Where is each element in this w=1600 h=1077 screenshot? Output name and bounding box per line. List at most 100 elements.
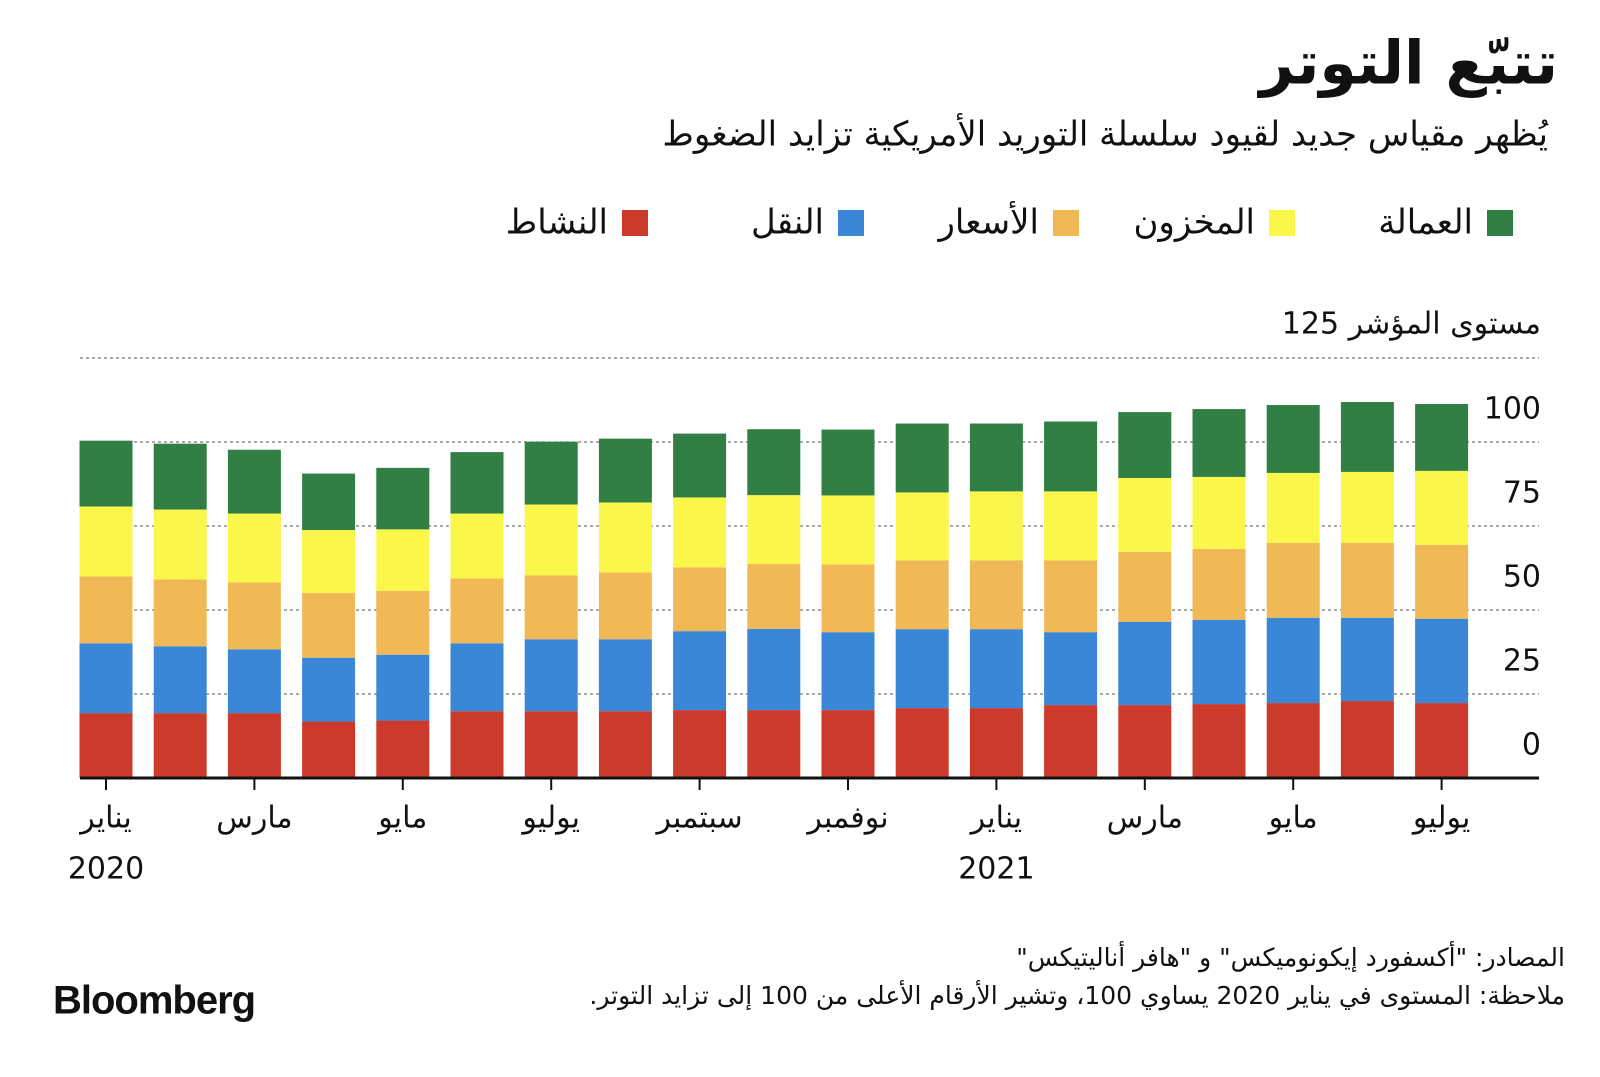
bar-segment: [1415, 544, 1469, 619]
bar-segment: [747, 429, 801, 496]
bar-segment: [524, 441, 578, 505]
x-tick-label: سبتمبر: [654, 801, 742, 836]
bar-segment: [747, 710, 801, 778]
x-tick-label: يناير: [78, 801, 131, 836]
bar-segment: [376, 590, 430, 655]
x-tick-label: مارس: [1107, 801, 1183, 836]
bar-segment: [895, 492, 949, 561]
bar-segment: [450, 452, 504, 514]
bar-segment: [227, 713, 281, 778]
bar-segment: [895, 708, 949, 778]
bar-segment: [79, 576, 133, 644]
x-tick-label: مارس: [216, 801, 292, 836]
bar-segment: [1340, 617, 1394, 702]
bar-segment: [598, 639, 652, 712]
bar-segment: [1415, 404, 1469, 471]
bar-segment: [79, 713, 133, 778]
bar-segment: [376, 529, 430, 591]
bar-segment: [969, 629, 1023, 709]
bar-segment: [821, 564, 875, 633]
bar-segment: [673, 631, 727, 711]
bar-segment: [1118, 551, 1172, 622]
bar-segment: [1266, 617, 1320, 704]
y-tick-label: 100: [1484, 392, 1541, 427]
legend-label: المخزون: [1133, 203, 1255, 243]
bar-segment: [79, 440, 133, 507]
bar-segment: [821, 495, 875, 565]
bar-segment: [1266, 703, 1320, 778]
bar-segment: [1118, 705, 1172, 778]
bar-segment: [450, 643, 504, 712]
bar-segment: [1192, 409, 1246, 477]
bar-segment: [1340, 471, 1394, 543]
bar-segment: [969, 423, 1023, 492]
bar-segment: [153, 646, 207, 714]
bar-segment: [1415, 470, 1469, 545]
bar-segment: [1266, 542, 1320, 618]
bar-segment: [302, 473, 356, 531]
bar-segment: [227, 582, 281, 650]
bar-segment: [376, 467, 430, 530]
bar-segment: [821, 632, 875, 711]
legend-label: النقل: [751, 203, 824, 243]
bar-segment: [450, 513, 504, 579]
bar-segment: [376, 654, 430, 721]
bar-segment: [79, 506, 133, 577]
bar-segment: [1044, 491, 1098, 561]
bar-segment: [1415, 618, 1469, 704]
legend-label: العمالة: [1378, 203, 1473, 243]
bar-segment: [895, 423, 949, 493]
x-tick-label: يوليو: [1411, 801, 1471, 836]
bar-segment: [1118, 412, 1172, 478]
bar-segment: [673, 433, 727, 498]
bar-segment: [153, 713, 207, 778]
legend-label: الأسعار: [936, 201, 1039, 243]
source: المصادر: "أكسفورد إيكونوميكس" و "هافر أن…: [1016, 940, 1565, 973]
x-tick-label: مايو: [1267, 801, 1318, 836]
bar-segment: [1044, 560, 1098, 633]
bar-segment: [673, 567, 727, 632]
bar-segment: [153, 579, 207, 647]
x-tick-label: يوليو: [520, 801, 580, 836]
bar-segment: [79, 643, 133, 714]
bar-segment: [1266, 472, 1320, 543]
bar-segment: [673, 497, 727, 568]
bar-segment: [1340, 402, 1394, 472]
bar-segment: [227, 513, 281, 583]
bar-segment: [1192, 704, 1246, 778]
bar-segment: [1118, 477, 1172, 552]
bar-segment: [450, 711, 504, 778]
bar-segment: [598, 572, 652, 640]
y-tick-label: مستوى المؤشر 125: [1282, 307, 1541, 342]
brand-logo: Bloomberg: [53, 979, 255, 1023]
bar-segment: [821, 710, 875, 778]
bar-segment: [302, 721, 356, 778]
y-tick-label: 0: [1522, 728, 1541, 763]
bar-segment: [747, 495, 801, 564]
y-tick-label: 50: [1503, 560, 1541, 595]
legend-swatch: [1269, 210, 1295, 236]
bar-segment: [821, 429, 875, 496]
legend-swatch: [838, 210, 864, 236]
bar-segment: [1044, 421, 1098, 492]
bar-segment: [1044, 632, 1098, 706]
bar-segment: [747, 563, 801, 629]
bar-segment: [673, 710, 727, 778]
note: ملاحظة: المستوى في يناير 2020 يساوي 100،…: [589, 979, 1565, 1011]
bar-segment: [598, 711, 652, 778]
bar-segment: [524, 639, 578, 712]
legend-swatch: [622, 210, 648, 236]
bar-segment: [1192, 476, 1246, 549]
bar-segment: [302, 657, 356, 722]
bar-segment: [153, 509, 207, 580]
bar-segment: [524, 575, 578, 640]
bar-segment: [302, 530, 356, 593]
bar-segment: [1118, 621, 1172, 706]
legend-swatch: [1053, 210, 1079, 236]
bar-segment: [598, 438, 652, 503]
legend-label: النشاط: [506, 203, 608, 243]
bar-segment: [376, 720, 430, 778]
x-tick-label: يناير: [969, 801, 1022, 836]
y-tick-label: 25: [1503, 644, 1541, 679]
